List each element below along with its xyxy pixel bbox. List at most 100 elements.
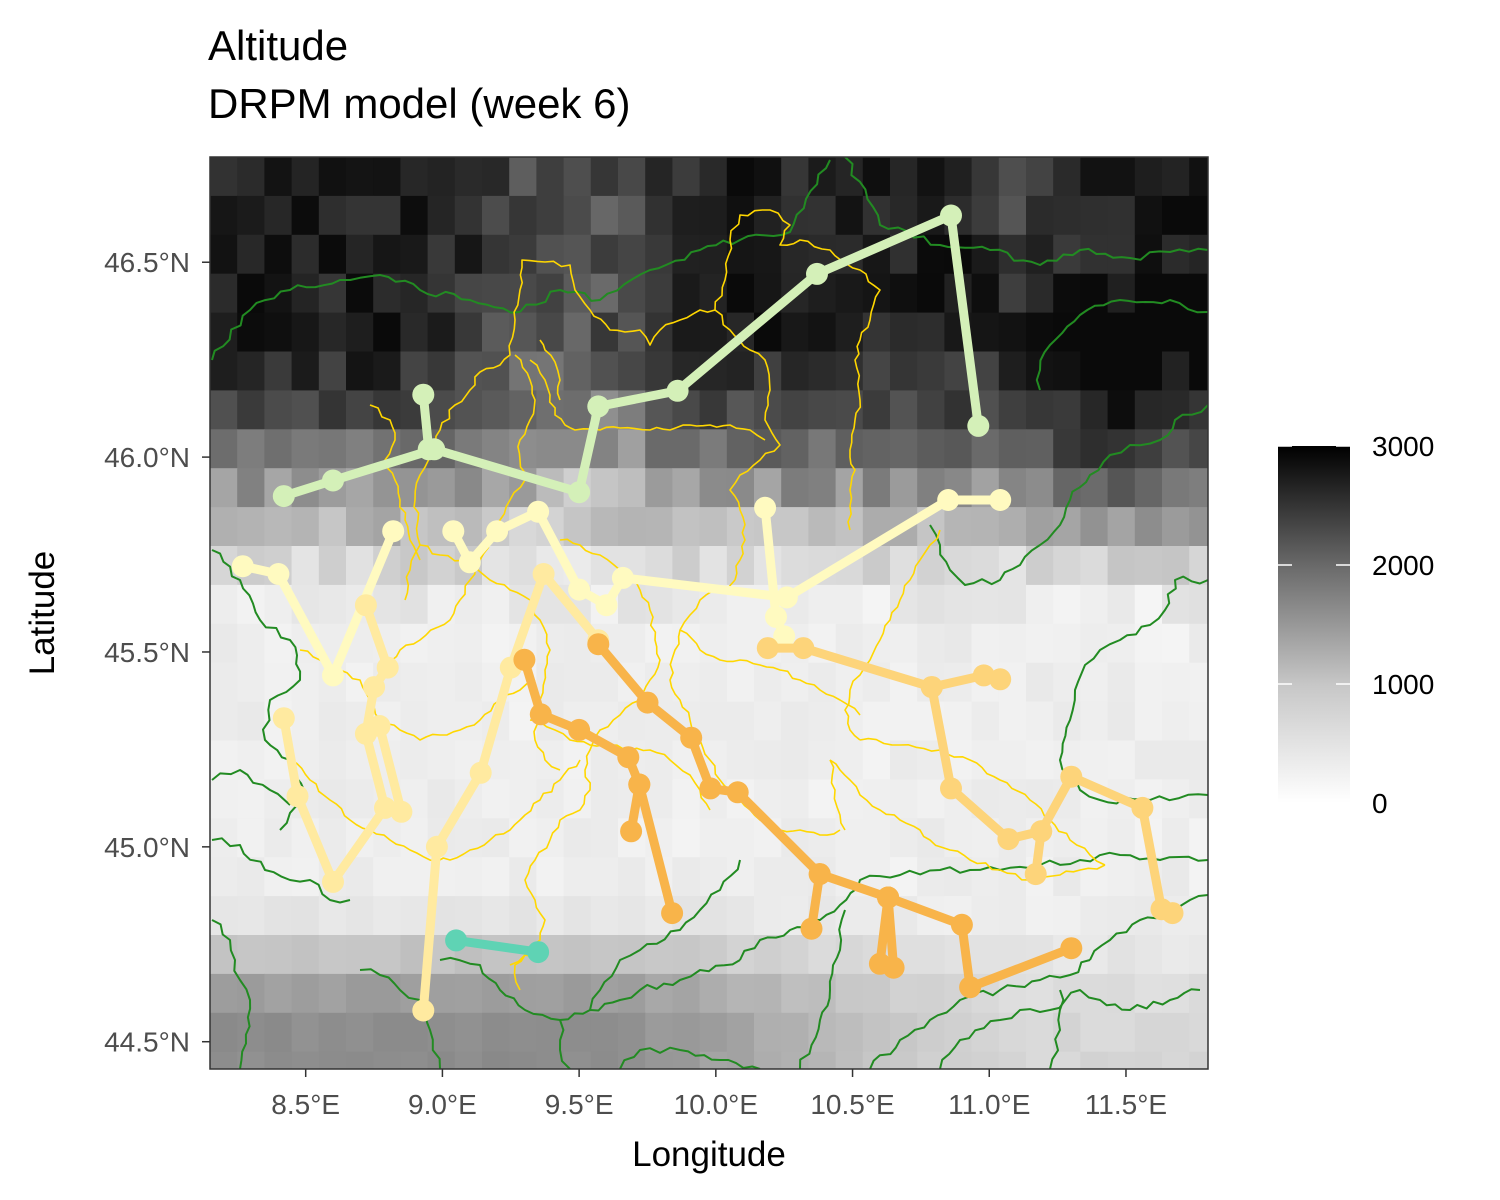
cluster-path-18	[445, 929, 550, 964]
x-tick-label: 10.5°E	[810, 1089, 894, 1120]
cluster-point	[765, 605, 787, 628]
raster-cell	[1107, 740, 1136, 780]
cluster-point	[322, 469, 344, 492]
raster-cell	[454, 351, 483, 391]
raster-cell	[1134, 507, 1163, 547]
raster-cell	[563, 390, 592, 430]
raster-cell	[781, 701, 809, 742]
raster-cell	[318, 1012, 347, 1053]
raster-cell	[318, 234, 347, 275]
raster-cell	[971, 546, 1000, 586]
raster-cell	[400, 896, 429, 936]
raster-cell	[1080, 1051, 1109, 1069]
raster-cell	[618, 468, 646, 508]
regional-border	[939, 988, 1201, 1069]
raster-cell	[618, 584, 646, 625]
cluster-point	[940, 204, 962, 227]
raster-cell	[1134, 1012, 1163, 1053]
regional-border	[211, 769, 291, 806]
raster-cell	[400, 157, 429, 197]
cluster-path-16	[800, 863, 831, 940]
raster-cell	[454, 584, 483, 625]
cluster-point	[940, 777, 962, 800]
raster-cell	[1162, 623, 1190, 664]
raster-cell	[1080, 429, 1109, 469]
raster-cell	[373, 468, 401, 508]
raster-cell	[400, 312, 429, 353]
raster-cell	[210, 779, 238, 819]
regional-border	[799, 909, 846, 1069]
raster-cell	[754, 857, 782, 897]
cluster-point	[376, 656, 399, 679]
raster-cell	[1107, 312, 1136, 353]
raster-cell	[645, 273, 673, 314]
raster-cell	[264, 896, 293, 936]
map-panel	[210, 157, 1208, 1069]
raster-cell	[726, 546, 755, 586]
raster-cell	[536, 351, 565, 391]
raster-cell	[400, 507, 429, 547]
cluster-point	[412, 383, 435, 406]
raster-cell	[726, 390, 755, 430]
cluster-point	[286, 785, 309, 808]
raster-cell	[971, 935, 1000, 975]
cluster-point	[937, 489, 960, 511]
raster-cell	[781, 973, 809, 1014]
regional-border	[1059, 575, 1208, 805]
raster-cell	[237, 740, 265, 780]
cluster-point	[458, 551, 481, 574]
raster-cell	[672, 1051, 701, 1069]
raster-cell	[318, 546, 347, 586]
raster-cell	[264, 234, 293, 275]
raster-cell	[1026, 390, 1054, 430]
raster-cell	[509, 234, 537, 275]
raster-cell	[645, 1012, 673, 1053]
raster-cell	[998, 1051, 1027, 1069]
raster-cell	[1107, 584, 1136, 625]
raster-cell	[346, 507, 374, 547]
raster-cell	[427, 662, 456, 703]
raster-cell	[1189, 818, 1208, 858]
raster-cell	[998, 507, 1027, 547]
raster-cell	[291, 273, 320, 314]
raster-cell	[509, 273, 537, 314]
raster-cell	[1134, 701, 1163, 742]
raster-cell	[998, 740, 1027, 780]
raster-cell	[1134, 234, 1163, 275]
cluster-point	[989, 668, 1012, 691]
province-border	[539, 339, 561, 401]
raster-cell	[1053, 195, 1081, 236]
cluster-point	[513, 648, 536, 671]
raster-cell	[890, 390, 918, 430]
raster-cell	[1026, 157, 1054, 197]
cluster-point	[808, 863, 831, 886]
raster-cell	[346, 779, 374, 819]
raster-cell	[482, 390, 510, 430]
raster-cell	[346, 1051, 374, 1069]
raster-cell	[862, 312, 891, 353]
raster-cell	[862, 740, 891, 780]
legend-tick-label: 2000	[1372, 550, 1434, 581]
raster-cell	[835, 312, 864, 353]
raster-cell	[563, 351, 592, 391]
raster-cell	[509, 1012, 537, 1053]
raster-cell	[590, 234, 619, 275]
raster-cell	[1162, 1012, 1190, 1053]
raster-cell	[563, 818, 592, 858]
raster-cell	[1107, 157, 1136, 197]
raster-cell	[862, 351, 891, 391]
raster-cell	[781, 468, 809, 508]
raster-cell	[1162, 507, 1190, 547]
raster-cell	[210, 390, 238, 430]
raster-cell	[726, 623, 755, 664]
raster-cell	[264, 390, 293, 430]
raster-cell	[917, 312, 945, 353]
raster-cell	[890, 623, 918, 664]
raster-cell	[291, 507, 320, 547]
raster-cell	[672, 429, 701, 469]
raster-cell	[536, 429, 565, 469]
raster-cell	[1080, 312, 1109, 353]
raster-cell	[1134, 1051, 1163, 1069]
y-axis: 44.5°N 45.0°N 45.5°N 46.0°N 46.5°N	[104, 247, 210, 1058]
raster-cell	[971, 1012, 1000, 1053]
